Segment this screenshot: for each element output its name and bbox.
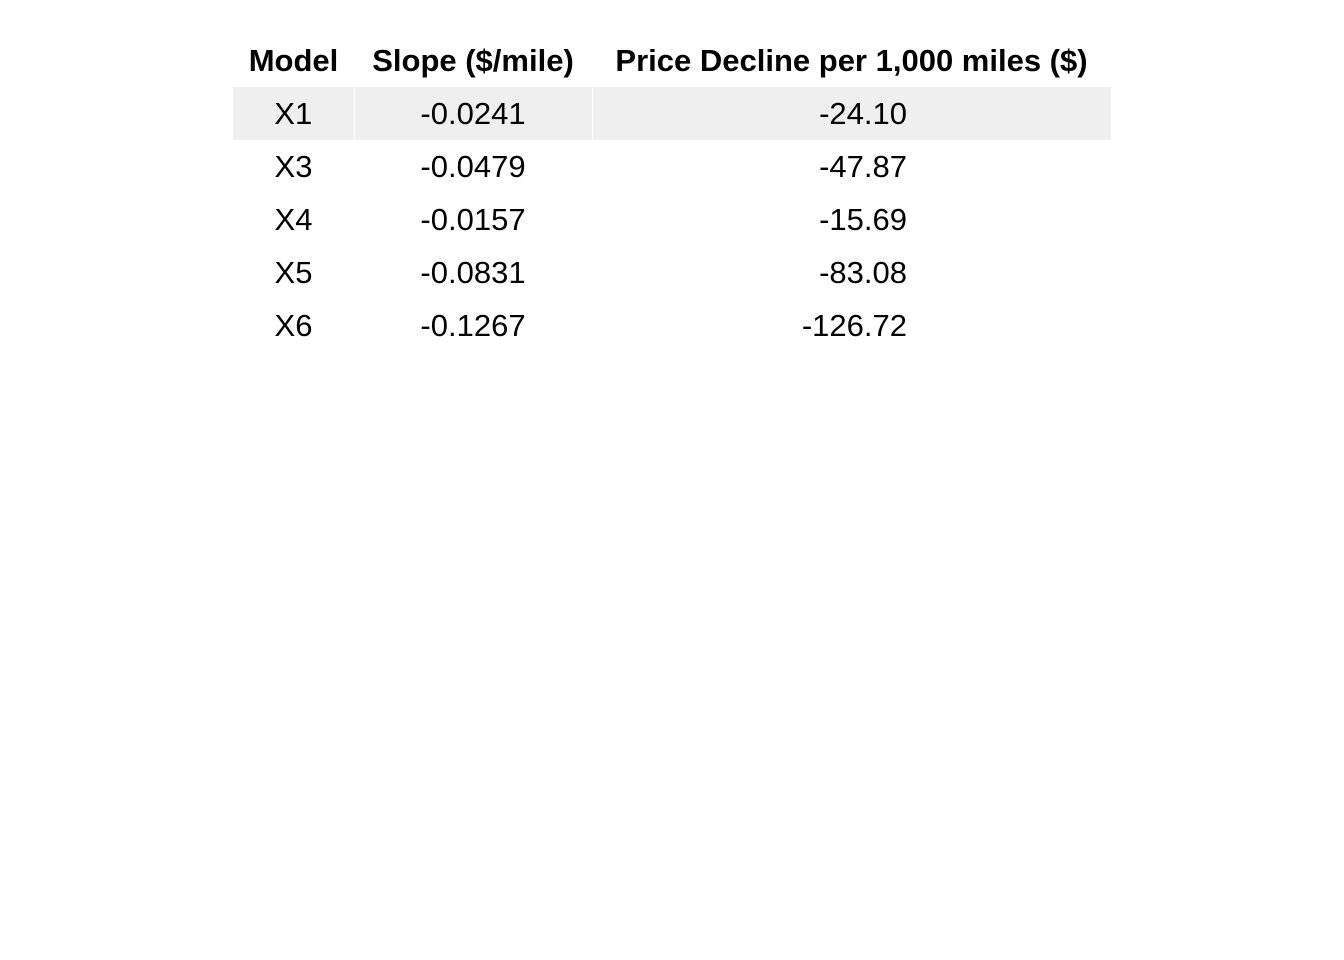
cell-slope: -0.0241 (353, 87, 592, 140)
cell-price-decline: -24.10 (591, 87, 1111, 140)
table-row: X3 -0.0479 -47.87 (233, 140, 1111, 193)
data-table: Model Slope ($/mile) Price Decline per 1… (233, 34, 1111, 352)
header-row: Model Slope ($/mile) Price Decline per 1… (233, 34, 1111, 87)
header-slope: Slope ($/mile) (372, 42, 574, 78)
cell-slope: -0.1267 (420, 307, 526, 343)
cell-slope: -0.0479 (420, 148, 526, 184)
cell-model: X3 (274, 148, 313, 184)
cell-model: X1 (233, 87, 354, 140)
table-row: X4 -0.0157 -15.69 (233, 193, 1111, 246)
table-row: X5 -0.0831 -83.08 (233, 246, 1111, 299)
cell-price-decline: -15.69 (819, 201, 907, 237)
cell-slope: -0.0157 (420, 201, 526, 237)
table-header: Model Slope ($/mile) Price Decline per 1… (233, 34, 1111, 87)
table-body: X1 -0.0241 -24.10 X3 -0.0479 -47.87 X4 -… (233, 87, 1111, 352)
cell-price-decline: -83.08 (819, 254, 907, 290)
cell-price-decline: -47.87 (819, 148, 907, 184)
cell-model: X5 (274, 254, 313, 290)
header-price-decline: Price Decline per 1,000 miles ($) (615, 42, 1088, 78)
table-row: X6 -0.1267 -126.72 (233, 299, 1111, 352)
cell-model: X6 (274, 307, 313, 343)
cell-price-decline: -126.72 (801, 307, 907, 343)
cell-model: X4 (274, 201, 313, 237)
table-row: X1 -0.0241 -24.10 (233, 87, 1111, 140)
header-model: Model (248, 42, 339, 78)
cell-slope: -0.0831 (420, 254, 526, 290)
